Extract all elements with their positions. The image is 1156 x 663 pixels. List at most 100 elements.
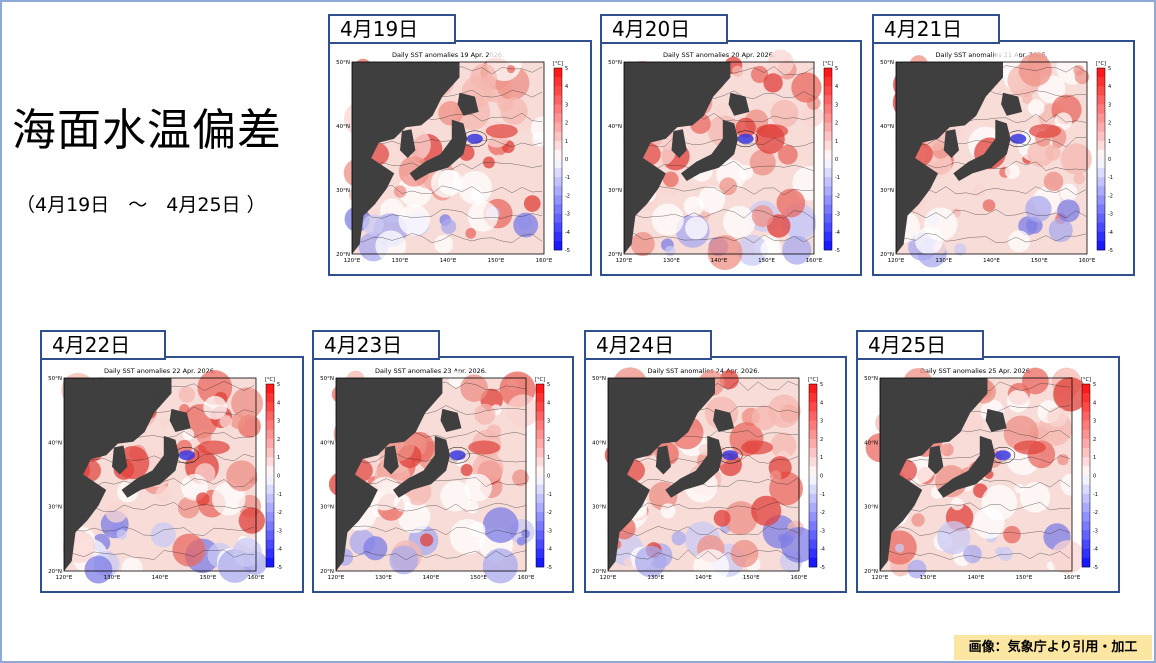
scale-swatch [1097, 95, 1105, 105]
scale-tick-label: 2 [547, 437, 550, 443]
scale-tick-label: -4 [1093, 547, 1098, 553]
lon-tick-label: 140°E [983, 258, 1000, 264]
scale-tick-label: 5 [565, 66, 568, 72]
scale-swatch [266, 539, 274, 549]
scale-unit: [°C] [1096, 61, 1106, 67]
scale-tick-label: 4 [547, 400, 550, 406]
sst-anomaly-map: Daily SST anomalies 21 Apr. 2026. 50°N 40°… [880, 48, 1113, 268]
scale-swatch [1082, 484, 1090, 495]
scale-swatch [824, 122, 832, 132]
scale-tick-label: -1 [547, 492, 552, 498]
lat-tick-label: 50°N [592, 376, 606, 382]
scale-swatch [809, 429, 817, 440]
panel-date-label: 4月25日 [856, 330, 984, 360]
scale-swatch [824, 86, 832, 96]
scale-swatch [536, 530, 544, 540]
lat-tick-label: 40°N [320, 440, 334, 446]
scale-tick-label: -4 [820, 547, 825, 553]
scale-swatch [809, 402, 817, 412]
scale-swatch [554, 131, 562, 142]
lat-tick-label: 40°N [48, 440, 62, 446]
scale-swatch [809, 530, 817, 540]
scale-swatch [809, 466, 817, 476]
lat-tick-label: 20°N [320, 569, 334, 575]
sst-anomaly-map: Daily SST anomalies 22 Apr. 2026. 50°N 40°… [48, 367, 282, 584]
scale-swatch [536, 475, 544, 485]
scale-swatch [536, 448, 544, 458]
scale-swatch [824, 186, 832, 196]
scale-tick-label: 5 [820, 382, 823, 388]
scale-swatch [536, 512, 544, 522]
scale-swatch [1082, 548, 1090, 559]
panel-date-label: 4月19日 [328, 14, 456, 44]
scale-tick-label: -3 [835, 212, 840, 218]
scale-swatch [1082, 402, 1090, 412]
scale-tick-label: -3 [565, 212, 570, 218]
scale-tick-label: 0 [547, 474, 550, 480]
scale-swatch [266, 384, 274, 394]
lon-tick-label: 140°E [968, 575, 985, 581]
scale-tick-label: 0 [835, 157, 838, 163]
scale-tick-label: 2 [835, 121, 838, 127]
scale-swatch [1082, 411, 1090, 421]
scale-swatch [824, 77, 832, 87]
sst-map-panel: Daily SST anomalies 19 Apr. 2026. 50°N 40°… [328, 40, 592, 276]
scale-tick-label: 4 [1093, 400, 1096, 406]
lon-tick-label: 160°E [536, 258, 553, 264]
map-title: Daily SST anomalies 22 Apr. 2026. [104, 367, 216, 375]
lat-tick-label: 50°N [880, 60, 894, 66]
lat-tick-label: 30°N [880, 188, 894, 194]
scale-swatch [554, 186, 562, 196]
scale-tick-label: 2 [1093, 437, 1096, 443]
lat-tick-label: 30°N [592, 505, 606, 511]
scale-swatch [1097, 149, 1105, 160]
lon-tick-label: 130°E [375, 575, 392, 581]
scale-tick-label: -5 [820, 565, 825, 571]
scale-swatch [809, 539, 817, 549]
slide-title: 海面水温偏差 [12, 105, 282, 156]
scale-swatch [536, 393, 544, 403]
lat-tick-label: 40°N [864, 440, 878, 446]
scale-swatch [536, 548, 544, 559]
sst-map-panel: Daily SST anomalies 25 Apr. 2026. 50°N 40°… [856, 356, 1120, 593]
scale-tick-label: -4 [1108, 230, 1113, 236]
sst-map-panel: Daily SST anomalies 22 Apr. 2026. 50°N 40°… [40, 356, 304, 593]
scale-swatch [1082, 530, 1090, 540]
scale-swatch [824, 195, 832, 205]
scale-swatch [1097, 113, 1105, 123]
scale-swatch [809, 393, 817, 403]
scale-tick-label: 2 [820, 437, 823, 443]
lon-tick-label: 130°E [935, 258, 952, 264]
scale-tick-label: -5 [547, 565, 552, 571]
scale-tick-label: 3 [277, 419, 280, 425]
scale-swatch [554, 122, 562, 132]
lat-tick-label: 30°N [48, 505, 62, 511]
scale-tick-label: 3 [547, 419, 550, 425]
scale-swatch [809, 548, 817, 559]
scale-swatch [536, 557, 544, 568]
map-title: Daily SST anomalies 21 Apr. 2026. [936, 51, 1048, 59]
scale-swatch [809, 420, 817, 431]
lon-tick-label: 120°E [344, 258, 361, 264]
lat-tick-label: 30°N [320, 505, 334, 511]
scale-tick-label: 3 [835, 102, 838, 108]
lon-tick-label: 120°E [616, 258, 633, 264]
scale-tick-label: 1 [1093, 455, 1096, 461]
scale-swatch [1097, 159, 1105, 169]
scale-swatch [266, 420, 274, 431]
scale-tick-label: 0 [820, 474, 823, 480]
sst-map-panel: Daily SST anomalies 21 Apr. 2026. 50°N 40°… [872, 40, 1135, 276]
scale-swatch [554, 140, 562, 151]
scale-swatch [809, 438, 817, 449]
scale-swatch [1097, 222, 1105, 233]
lon-tick-label: 150°E [470, 575, 487, 581]
scale-swatch [824, 68, 832, 78]
scale-swatch [809, 502, 817, 513]
sst-anomaly-map: Daily SST anomalies 20 Apr. 2026. 50°N 40°… [608, 49, 840, 270]
scale-swatch [1082, 539, 1090, 549]
scale-swatch [1097, 168, 1105, 178]
scale-tick-label: -3 [277, 528, 282, 534]
scale-swatch [1082, 420, 1090, 431]
lat-tick-label: 20°N [880, 252, 894, 258]
